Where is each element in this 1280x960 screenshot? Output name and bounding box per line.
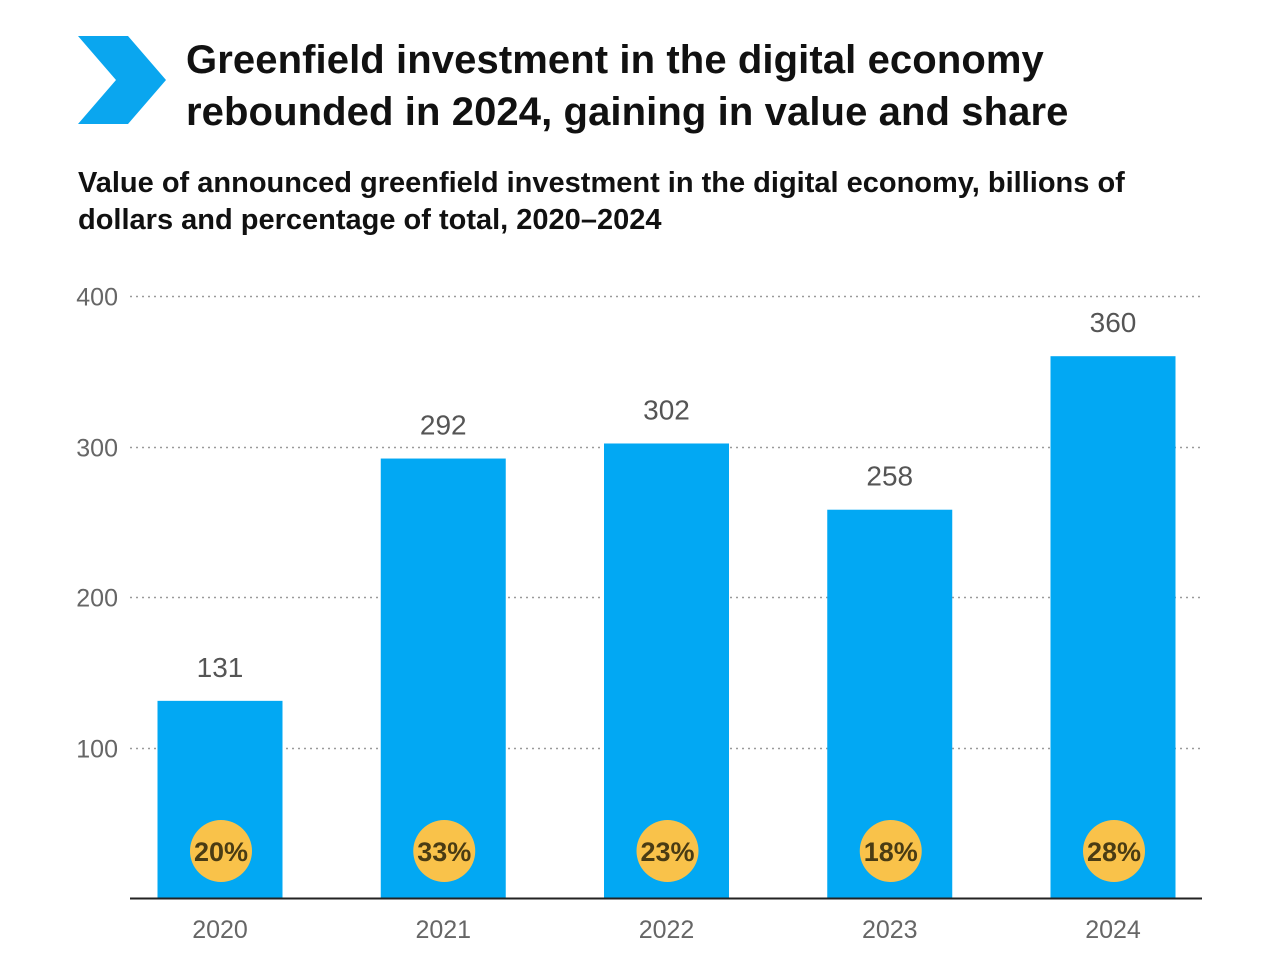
title-line-2: rebounded in 2024, gaining in value and … xyxy=(186,90,1069,134)
y-tick-label: 100 xyxy=(76,736,118,764)
share-label: 18% xyxy=(864,837,918,867)
share-label: 20% xyxy=(194,837,248,867)
subtitle-line-2: dollars and percentage of total, 2020–20… xyxy=(78,204,662,236)
share-bubble: 18% xyxy=(859,820,922,882)
share-bubble-circle xyxy=(190,820,252,882)
share-label: 23% xyxy=(640,837,694,867)
x-tick-label: 2023 xyxy=(862,916,918,944)
share-bubbles: 20% 33% 23% 18% 28% xyxy=(190,820,1145,882)
share-bubble: 28% xyxy=(1083,820,1145,882)
share-bubble: 20% xyxy=(190,820,252,882)
share-label: 33% xyxy=(417,837,471,867)
y-tick-label: 200 xyxy=(76,585,118,613)
data-label: 131 xyxy=(197,652,244,683)
y-tick-label: 400 xyxy=(76,284,118,312)
bars xyxy=(157,356,1176,898)
header: Greenfield investment in the digital eco… xyxy=(78,34,1258,134)
share-bubble-circle xyxy=(413,820,476,882)
x-tick-label: 2021 xyxy=(415,916,471,944)
chevron-right-icon xyxy=(78,36,166,124)
page-title: Greenfield investment in the digital eco… xyxy=(186,34,1246,138)
data-label: 360 xyxy=(1090,307,1137,338)
title-line-1: Greenfield investment in the digital eco… xyxy=(186,38,1044,82)
x-tick-label: 2022 xyxy=(639,916,695,944)
x-tick-label: 2024 xyxy=(1085,916,1141,944)
data-label: 292 xyxy=(420,410,467,441)
x-axis-ticks: 2020 2021 2022 2023 2024 xyxy=(192,916,1141,944)
value-labels: 131 292 302 258 360 xyxy=(197,307,1137,683)
share-bubble-circle xyxy=(1083,820,1145,882)
chart-subtitle: Value of announced greenfield investment… xyxy=(78,165,1238,239)
share-bubble-circle xyxy=(636,820,699,882)
share-bubble: 23% xyxy=(636,820,699,882)
bar xyxy=(1050,356,1176,898)
data-label: 258 xyxy=(866,461,913,492)
share-bubble: 33% xyxy=(413,820,476,882)
share-bubble-circle xyxy=(859,820,922,882)
x-tick-label: 2020 xyxy=(192,916,248,944)
subtitle-line-1: Value of announced greenfield investment… xyxy=(78,167,1125,199)
share-label: 28% xyxy=(1087,837,1141,867)
data-label: 302 xyxy=(643,394,690,425)
y-axis-ticks: 100 200 300 400 xyxy=(76,284,118,764)
y-tick-label: 300 xyxy=(76,435,118,463)
